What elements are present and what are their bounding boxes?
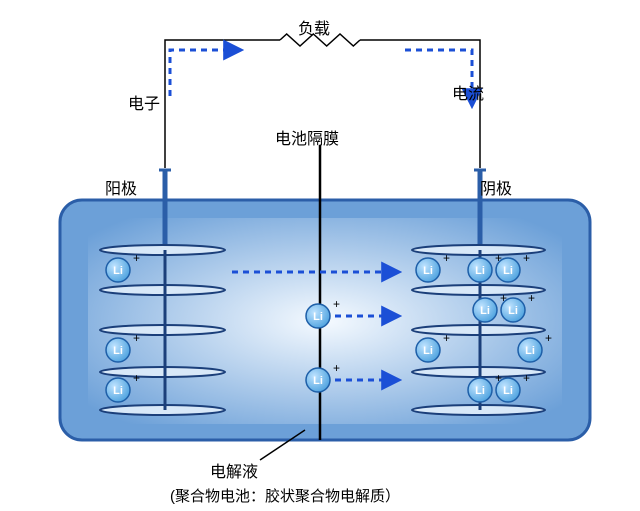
svg-text:Li: Li <box>503 265 513 277</box>
svg-text:+: + <box>545 331 552 345</box>
svg-text:Li: Li <box>475 265 485 277</box>
label-anode: 阳极 <box>105 175 137 199</box>
svg-text:Li: Li <box>313 311 323 323</box>
label-caption: (聚合物电池：胶状聚合物电解质） <box>170 485 400 506</box>
svg-text:Li: Li <box>525 345 535 357</box>
electrode-plate <box>100 367 225 377</box>
svg-text:Li: Li <box>503 385 513 397</box>
svg-text:Li: Li <box>508 305 518 317</box>
svg-text:+: + <box>133 371 140 385</box>
electron-flow-arrow <box>170 50 240 96</box>
svg-text:Li: Li <box>423 345 433 357</box>
label-load: 负载 <box>298 15 330 39</box>
svg-text:+: + <box>133 251 140 265</box>
svg-text:Li: Li <box>113 385 123 397</box>
svg-text:+: + <box>133 331 140 345</box>
electrode-plate <box>100 405 225 415</box>
label-electron: 电子 <box>128 90 160 114</box>
electrode-plate <box>100 285 225 295</box>
electrode-plate <box>100 245 225 255</box>
label-cathode: 阴极 <box>480 175 512 199</box>
svg-text:Li: Li <box>475 385 485 397</box>
svg-text:Li: Li <box>113 345 123 357</box>
label-current: 电流 <box>452 80 484 104</box>
svg-text:Li: Li <box>423 265 433 277</box>
circuit-wire-right <box>360 40 480 168</box>
label-separator: 电池隔膜 <box>275 125 339 149</box>
svg-text:+: + <box>443 331 450 345</box>
circuit-wire-left <box>165 40 280 168</box>
svg-text:+: + <box>528 291 535 305</box>
svg-text:Li: Li <box>313 375 323 387</box>
svg-text:Li: Li <box>113 265 123 277</box>
electrode-plate <box>100 325 225 335</box>
svg-text:+: + <box>443 251 450 265</box>
svg-text:Li: Li <box>480 305 490 317</box>
svg-text:+: + <box>523 371 530 385</box>
svg-text:+: + <box>523 251 530 265</box>
svg-text:+: + <box>333 297 340 311</box>
svg-text:+: + <box>333 361 340 375</box>
label-electrolyte: 电解液 <box>210 458 258 482</box>
